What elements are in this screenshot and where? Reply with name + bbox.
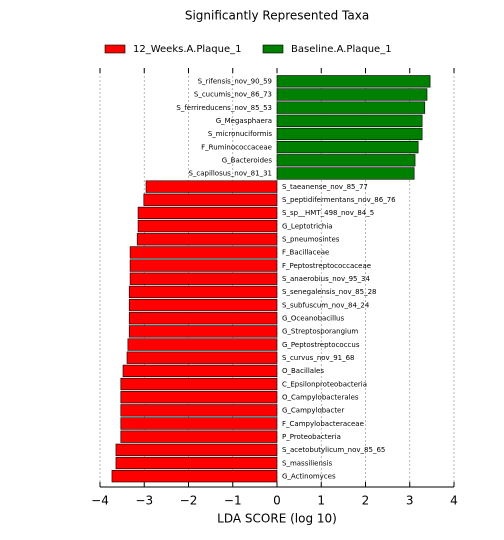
bar <box>122 364 278 378</box>
bar <box>128 298 278 312</box>
bar <box>128 325 278 338</box>
category-label: F_Bacillaceae <box>282 249 329 257</box>
bar <box>120 391 278 404</box>
bar <box>137 219 278 233</box>
category-label: G_Peptostreptococcus <box>282 341 360 349</box>
bar <box>127 338 278 351</box>
category-label: G_Leptotrichia <box>282 222 333 230</box>
category-label: G_Actinomyces <box>282 472 336 480</box>
x-tick-label: 2 <box>362 494 370 508</box>
legend-label: Baseline.A.Plaque_1 <box>291 44 392 55</box>
bar <box>137 206 278 220</box>
category-label: S_rifensis_nov_90_59 <box>198 78 272 86</box>
category-label: S_sp__HMT_498_nov_84_5 <box>282 209 374 217</box>
category-label: G_Oceanobacillus <box>282 314 344 322</box>
bar <box>276 88 428 101</box>
bar <box>120 430 278 443</box>
bar <box>145 180 278 193</box>
bar <box>276 127 423 141</box>
bar <box>129 246 278 259</box>
category-label: S_pneumosintes <box>282 236 340 244</box>
x-tick-label: 4 <box>450 494 458 508</box>
category-label: G_Streptosporangium <box>282 328 358 336</box>
category-label: F_Peptostreptococcaceae <box>282 262 371 270</box>
legend-swatch <box>104 44 126 54</box>
category-label: O_Bacillales <box>282 367 324 375</box>
category-label: S_senegalensis_nov_85_28 <box>282 288 376 296</box>
bar <box>129 259 278 272</box>
category-label: S_ferrireducens_nov_85_53 <box>176 104 272 112</box>
bar <box>120 377 278 391</box>
bar <box>276 154 416 167</box>
category-label: O_Campylobacterales <box>282 393 359 401</box>
category-label: F_Ruminococcaceae <box>201 143 272 151</box>
category-label: S_micronuciformis <box>208 130 272 138</box>
category-label: S_taeanense_nov_85_77 <box>282 183 368 191</box>
bar <box>120 417 278 430</box>
bar <box>129 272 278 285</box>
x-tick-label: −3 <box>135 494 153 508</box>
x-tick-label: −4 <box>91 494 109 508</box>
bar <box>276 167 415 180</box>
x-tick-label: 0 <box>273 494 281 508</box>
bar <box>126 351 278 364</box>
category-label: S_massiliensis <box>282 459 333 467</box>
category-label: F_Campylobacteraceae <box>282 420 364 428</box>
category-label: S_subfuscum_nov_84_24 <box>282 301 370 309</box>
x-tick-label: −1 <box>224 494 242 508</box>
bar <box>136 233 278 246</box>
bar <box>276 114 423 127</box>
x-tick-label: 3 <box>406 494 414 508</box>
bar <box>276 141 419 154</box>
category-label: S_anaerobius_nov_95_34 <box>282 275 370 283</box>
bar <box>128 285 278 299</box>
x-tick-label: 1 <box>317 494 325 508</box>
bar <box>276 75 431 88</box>
chart-title: Significantly Represented Taxa <box>185 9 369 23</box>
category-label: C_Epsilonproteobacteria <box>282 380 367 388</box>
bar <box>115 443 278 456</box>
legend-label: 12_Weeks.A.Plaque_1 <box>133 44 242 55</box>
bar <box>276 101 426 114</box>
bar <box>115 456 278 470</box>
bar <box>120 404 278 417</box>
category-label: G_Megasphaera <box>216 117 272 125</box>
bar <box>128 312 278 325</box>
category-label: P_Proteobacteria <box>282 433 341 441</box>
bar <box>111 470 278 483</box>
bar <box>143 193 278 206</box>
category-label: S_cucumis_nov_86_73 <box>194 91 272 99</box>
x-tick-label: −2 <box>180 494 198 508</box>
category-label: G_Campylobacter <box>282 407 344 415</box>
x-axis-label: LDA SCORE (log 10) <box>217 512 337 526</box>
category-label: S_acetobutylicum_nov_85_65 <box>282 446 385 454</box>
category-label: S_curvus_nov_91_68 <box>282 354 355 362</box>
category-label: G_Bacteroides <box>222 157 273 165</box>
category-label: S_capillosus_nov_81_31 <box>188 170 272 178</box>
category-label: S_peptidifermentans_nov_86_76 <box>282 196 396 204</box>
legend-swatch <box>262 44 284 54</box>
